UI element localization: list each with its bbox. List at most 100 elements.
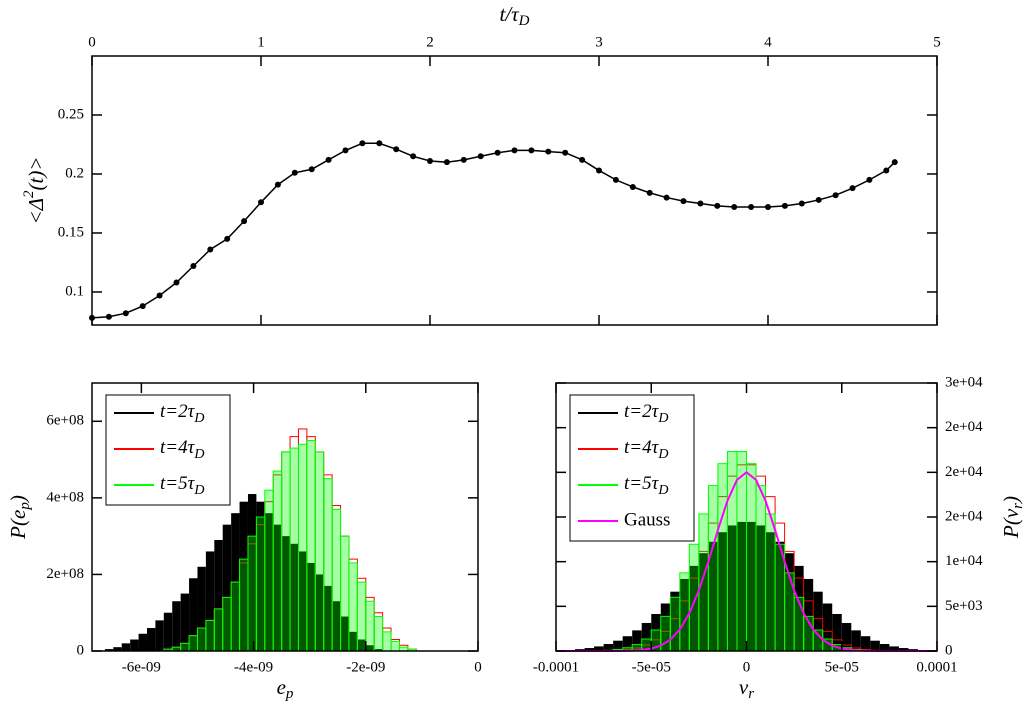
data-point bbox=[891, 159, 898, 166]
axis-label-part: ) bbox=[999, 496, 1023, 504]
histogram-bar bbox=[357, 639, 366, 651]
histogram-bar bbox=[775, 541, 785, 651]
histogram-bar bbox=[340, 616, 349, 651]
histogram-bar bbox=[641, 622, 652, 651]
data-point bbox=[697, 200, 704, 207]
data-point bbox=[359, 140, 366, 147]
histogram-bar bbox=[239, 558, 249, 652]
axis-label-part: v bbox=[739, 675, 749, 699]
plot-frame bbox=[91, 382, 479, 652]
histogram-bar bbox=[698, 513, 709, 652]
axis-label: t/τD bbox=[499, 2, 529, 30]
legend-label: t=2τD bbox=[624, 401, 669, 426]
histogram-bar bbox=[290, 543, 299, 651]
axis-label-part: P(e bbox=[6, 510, 30, 540]
legend-label: t=2τD bbox=[160, 401, 205, 426]
y-tick-label: 0.15 bbox=[58, 224, 84, 240]
data-point bbox=[460, 156, 467, 163]
histogram-bar bbox=[688, 543, 700, 652]
data-point bbox=[258, 199, 264, 206]
histogram-bar bbox=[632, 630, 642, 651]
histogram-bar bbox=[222, 596, 232, 652]
y-tick-label: 2e+08 bbox=[46, 566, 84, 582]
x-tick-label: 5e-05 bbox=[825, 659, 859, 675]
histogram-bar bbox=[898, 648, 909, 651]
histogram-bar bbox=[717, 532, 728, 651]
histogram-bar bbox=[584, 648, 595, 651]
data-point bbox=[866, 176, 873, 183]
x-tick-label: 0 bbox=[474, 659, 482, 675]
histogram-bar bbox=[727, 525, 737, 651]
data-point bbox=[156, 292, 163, 299]
x-tick-label: -2e-09 bbox=[346, 659, 385, 675]
histogram-bar bbox=[382, 631, 392, 652]
histogram-bar bbox=[812, 629, 824, 652]
axis-label-part: r bbox=[1010, 503, 1026, 509]
y-tick-label: 0 bbox=[77, 642, 85, 658]
histogram-bar bbox=[794, 565, 804, 651]
y-tick-label: 1e+04 bbox=[945, 553, 983, 569]
y-tick-label: 0.25 bbox=[58, 106, 84, 122]
y-tick-label: 6e+08 bbox=[46, 413, 84, 429]
histogram-bar bbox=[297, 443, 308, 652]
histogram-bar bbox=[613, 640, 623, 651]
histogram-bar bbox=[736, 521, 747, 651]
histogram-bar bbox=[247, 494, 257, 651]
x-tick-label: -0.0001 bbox=[533, 659, 579, 675]
histogram-bar bbox=[679, 572, 690, 652]
x-tick-label: 2 bbox=[426, 34, 434, 50]
histogram-bar bbox=[670, 591, 680, 651]
data-point bbox=[105, 313, 112, 320]
axis-label-part: D bbox=[518, 13, 530, 29]
data-point bbox=[832, 192, 839, 199]
data-point bbox=[376, 140, 383, 147]
histogram-bar bbox=[365, 600, 375, 652]
legend-box bbox=[569, 394, 695, 542]
data-point bbox=[122, 310, 129, 317]
data-point bbox=[579, 156, 586, 163]
histogram-bar bbox=[163, 612, 173, 651]
histogram-bar bbox=[298, 551, 307, 651]
histogram-bar bbox=[264, 513, 274, 651]
legend-label: t=4τD bbox=[160, 437, 205, 462]
axis-label: vr bbox=[739, 675, 754, 703]
histogram-bar bbox=[247, 535, 257, 652]
histogram-bar bbox=[755, 485, 767, 652]
histogram-bar bbox=[708, 541, 718, 651]
histogram-bar bbox=[707, 485, 719, 652]
histogram-bar bbox=[803, 578, 814, 651]
histogram-bar bbox=[860, 636, 871, 651]
data-point bbox=[410, 153, 417, 160]
histogram-bar bbox=[793, 596, 805, 652]
histogram-bar bbox=[230, 581, 241, 652]
axis-label-part: P(v bbox=[999, 508, 1023, 539]
histogram-bar bbox=[289, 447, 299, 652]
y-tick-label: 4e+08 bbox=[46, 489, 84, 505]
axis-label-part: 2 bbox=[21, 190, 37, 198]
histogram-bar bbox=[104, 649, 114, 651]
histogram-bar bbox=[130, 639, 139, 651]
histogram-bar bbox=[698, 553, 709, 651]
histogram-bar bbox=[239, 501, 248, 651]
axis-label: <Δ2(t)> bbox=[21, 157, 47, 225]
histogram-bar bbox=[374, 649, 383, 651]
data-point bbox=[528, 147, 535, 154]
histogram-bar bbox=[146, 628, 156, 651]
axis-label-part: e bbox=[277, 675, 286, 699]
data-line bbox=[91, 142, 896, 319]
data-point bbox=[798, 200, 805, 207]
y-tick-label: 0.2 bbox=[65, 165, 84, 181]
data-point bbox=[714, 202, 721, 209]
axis-label: P(vr) bbox=[999, 496, 1027, 539]
histogram-bar bbox=[323, 585, 333, 651]
histogram-bar bbox=[256, 501, 265, 651]
histogram-bar bbox=[717, 463, 728, 652]
data-point bbox=[325, 156, 332, 163]
x-tick-label: 0 bbox=[88, 34, 96, 50]
legend-label: t=5τD bbox=[624, 473, 669, 498]
plot-frame bbox=[91, 55, 938, 326]
data-point bbox=[190, 263, 197, 270]
data-point bbox=[663, 194, 670, 201]
histogram-bar bbox=[196, 627, 207, 652]
